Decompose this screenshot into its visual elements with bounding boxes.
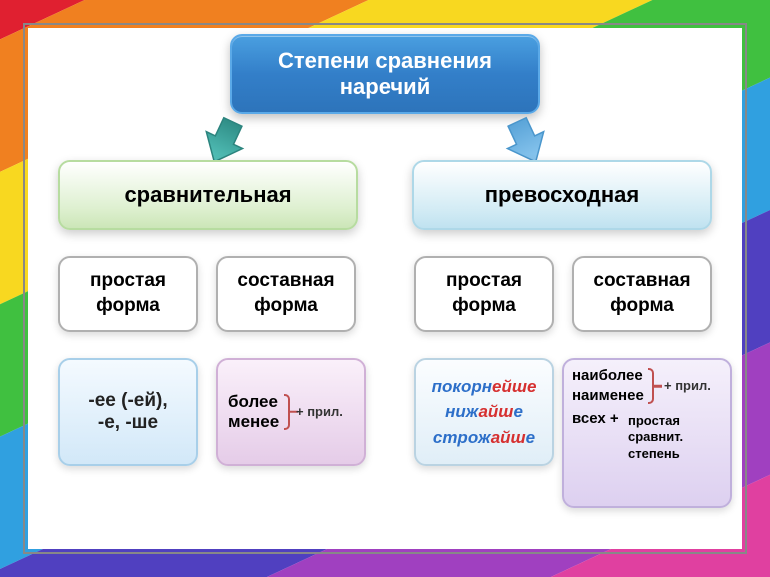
form-compound-comparative: составная форма [216, 256, 356, 332]
example-superlative-words: покорнейше нижайше строжайше [414, 358, 554, 466]
example-bolee-menee: более менее + прил. [216, 358, 366, 466]
ex4-sub1: простая [628, 414, 683, 428]
ex3-w1: покорнейше [426, 374, 542, 400]
title-text: Степени сравнения наречий [278, 48, 492, 99]
form-simple-superlative: простая форма [414, 256, 554, 332]
ex2-annot: + прил. [296, 404, 343, 419]
example-suffixes: -ее (-ей), -е, -ше [58, 358, 198, 466]
ex1-line2: -е, -ше [70, 412, 186, 434]
title-box: Степени сравнения наречий [230, 34, 540, 114]
ex1-line1: -ее (-ей), [70, 390, 186, 412]
slide-canvas: Степени сравнения наречий сравнительная … [28, 28, 742, 549]
ex4-annot: + прил. [664, 378, 711, 393]
ex3-w2: нижайше [426, 399, 542, 425]
ex4-line3a: всех + [572, 410, 619, 427]
branch-superlative-label: превосходная [485, 182, 639, 207]
ex4-sub2: сравнит. [628, 430, 683, 444]
ex3-w3: строжайше [426, 425, 542, 451]
example-naibolee: наиболее наименее + прил. всех + простая… [562, 358, 732, 508]
branch-superlative: превосходная [412, 160, 712, 230]
form-compound-superlative: составная форма [572, 256, 712, 332]
form-simple-comparative: простая форма [58, 256, 198, 332]
ex4-sub3: степень [628, 447, 683, 461]
form-label: простая форма [60, 269, 196, 318]
form-label: простая форма [416, 269, 552, 318]
form-label: составная форма [218, 269, 354, 318]
form-label: составная форма [574, 269, 710, 318]
branch-comparative: сравнительная [58, 160, 358, 230]
branch-comparative-label: сравнительная [124, 182, 291, 207]
